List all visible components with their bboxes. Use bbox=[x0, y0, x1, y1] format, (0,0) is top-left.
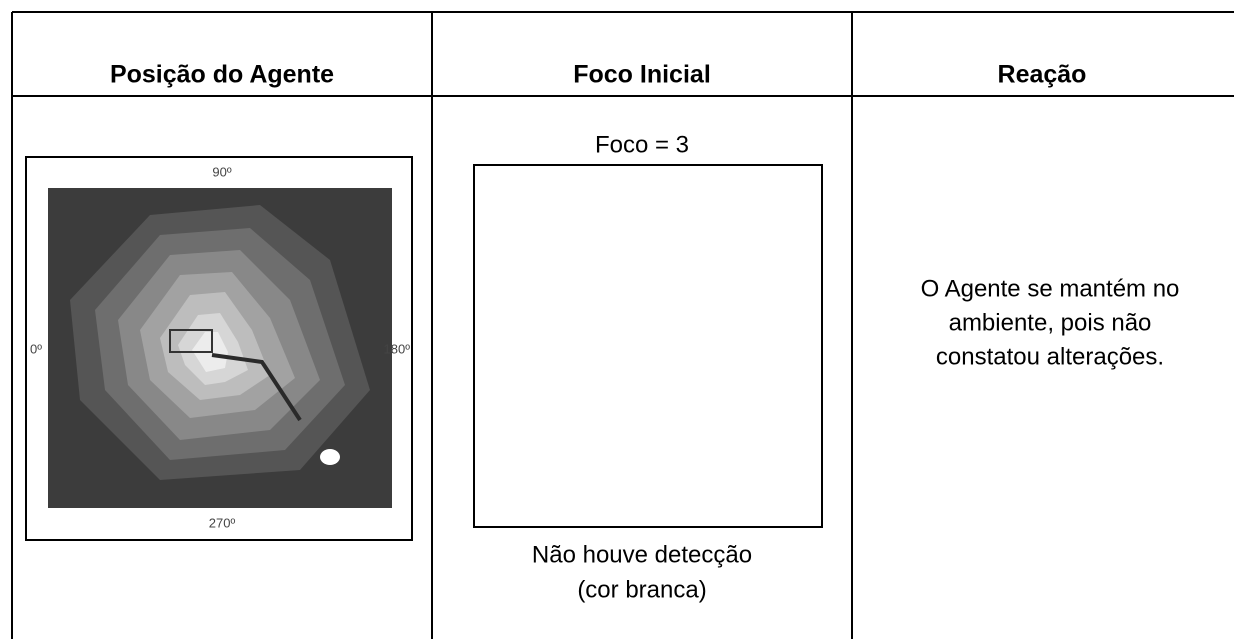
header-cell: Posição do Agente bbox=[110, 61, 334, 89]
reaction-text: ambiente, pois não bbox=[949, 309, 1152, 336]
reaction-text: O Agente se mantém no bbox=[921, 275, 1180, 302]
focus-box bbox=[473, 164, 823, 528]
reaction-text: constatou alterações. bbox=[936, 343, 1164, 370]
angle-label: 90º bbox=[212, 164, 231, 179]
focus-caption: Foco = 3 bbox=[595, 131, 689, 158]
angle-label: 0º bbox=[30, 341, 42, 356]
header-cell: Reação bbox=[998, 61, 1087, 89]
focus-note: Não houve detecção bbox=[532, 541, 752, 568]
angle-label: 180º bbox=[384, 341, 411, 356]
position-image bbox=[25, 156, 413, 541]
table-grid bbox=[11, 11, 1234, 639]
focus-note: (cor branca) bbox=[577, 576, 706, 603]
angle-label: 270º bbox=[209, 515, 236, 530]
header-cell: Foco Inicial bbox=[573, 61, 711, 89]
